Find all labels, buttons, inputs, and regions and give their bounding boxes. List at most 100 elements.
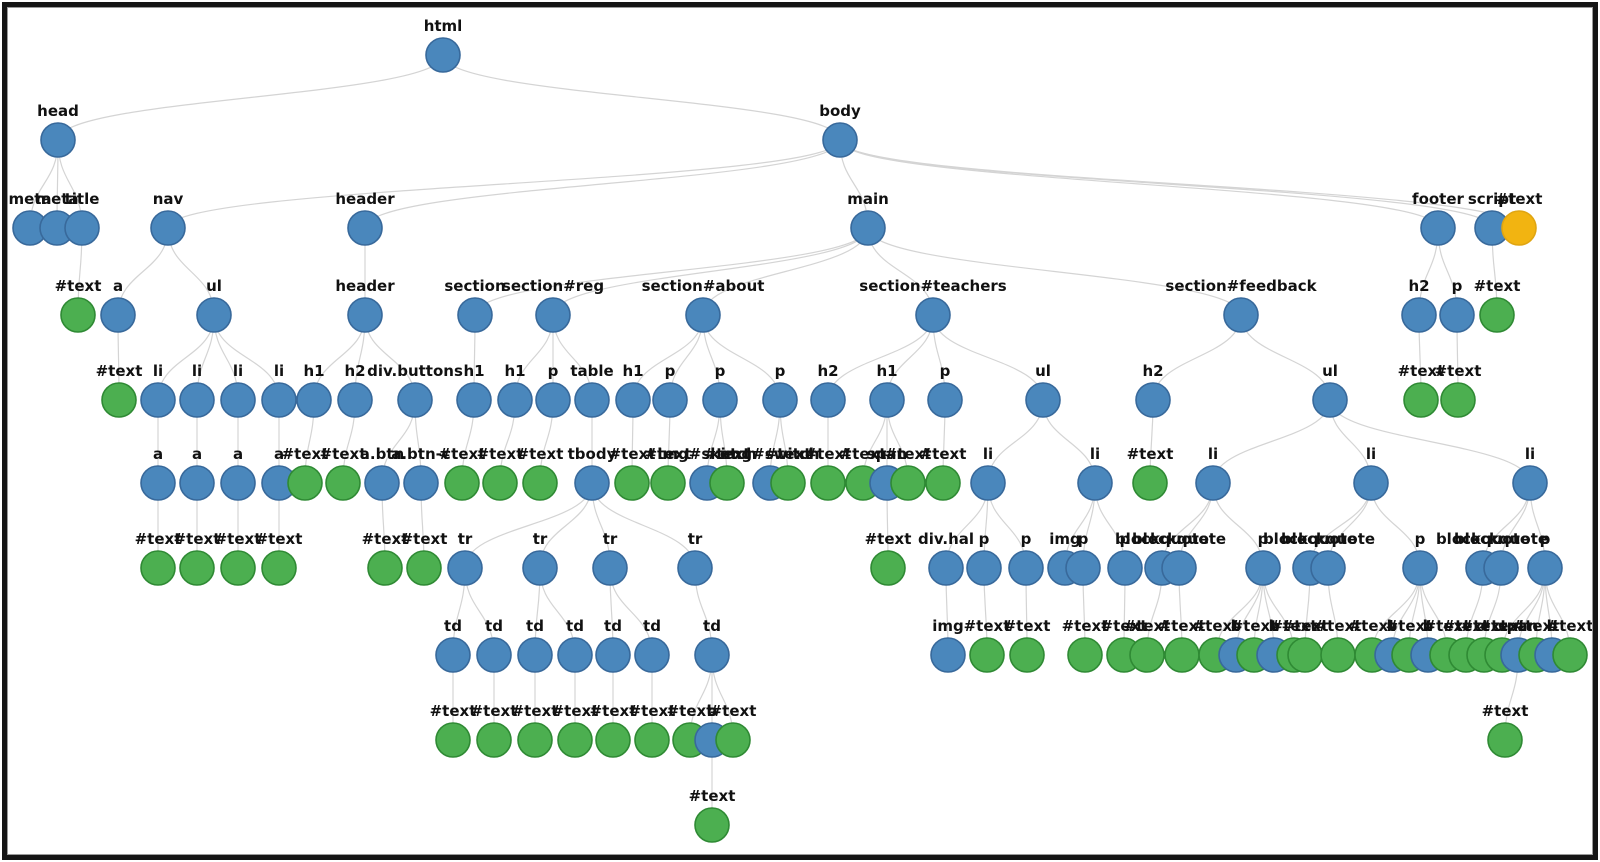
tree-node-text[interactable] <box>770 465 806 501</box>
tree-node-text[interactable] <box>1403 382 1439 418</box>
tree-node-text[interactable] <box>101 382 137 418</box>
tree-node-section-about[interactable] <box>685 297 721 333</box>
tree-node-text[interactable] <box>694 807 730 843</box>
tree-node-text[interactable] <box>1479 297 1515 333</box>
tree-node-text[interactable] <box>1129 637 1165 673</box>
tree-node-section-reg[interactable] <box>535 297 571 333</box>
tree-node-div-hal[interactable] <box>928 550 964 586</box>
tree-node-head[interactable] <box>40 122 76 158</box>
tree-node-h2[interactable] <box>1401 297 1437 333</box>
tree-node-div-buttons[interactable] <box>397 382 433 418</box>
tree-node-header[interactable] <box>347 210 383 246</box>
tree-node-ul[interactable] <box>1025 382 1061 418</box>
tree-node-header[interactable] <box>347 297 383 333</box>
tree-node-text[interactable] <box>650 465 686 501</box>
tree-node-li[interactable] <box>1512 465 1548 501</box>
tree-node-text[interactable] <box>595 722 631 758</box>
tree-node-text[interactable] <box>60 297 96 333</box>
tree-node-text[interactable] <box>140 550 176 586</box>
tree-node-text[interactable] <box>325 465 361 501</box>
tree-node-text[interactable] <box>482 465 518 501</box>
tree-node-td[interactable] <box>517 637 553 673</box>
tree-node-a[interactable] <box>220 465 256 501</box>
tree-node-text[interactable] <box>1501 210 1537 246</box>
tree-node-text[interactable] <box>517 722 553 758</box>
tree-node-td[interactable] <box>634 637 670 673</box>
tree-node-h2[interactable] <box>1135 382 1171 418</box>
tree-node-section-teachers[interactable] <box>915 297 951 333</box>
tree-node-blockquote[interactable] <box>1483 550 1519 586</box>
tree-node-p[interactable] <box>1107 550 1143 586</box>
tree-node-text[interactable] <box>1009 637 1045 673</box>
tree-node-text[interactable] <box>444 465 480 501</box>
tree-node-main[interactable] <box>850 210 886 246</box>
tree-node-p[interactable] <box>1245 550 1281 586</box>
tree-node-a[interactable] <box>140 465 176 501</box>
tree-node-li[interactable] <box>1077 465 1113 501</box>
tree-node-text[interactable] <box>634 722 670 758</box>
tree-node-td[interactable] <box>694 637 730 673</box>
tree-node-footer[interactable] <box>1420 210 1456 246</box>
tree-node-tbody[interactable] <box>574 465 610 501</box>
tree-node-li[interactable] <box>970 465 1006 501</box>
tree-node-h1[interactable] <box>296 382 332 418</box>
tree-node-h1[interactable] <box>869 382 905 418</box>
tree-node-text[interactable] <box>179 550 215 586</box>
tree-node-nav[interactable] <box>150 210 186 246</box>
tree-node-text[interactable] <box>715 722 751 758</box>
tree-node-li[interactable] <box>220 382 256 418</box>
tree-node-text[interactable] <box>925 465 961 501</box>
tree-node-p[interactable] <box>702 382 738 418</box>
tree-node-img[interactable] <box>930 637 966 673</box>
tree-node-td[interactable] <box>476 637 512 673</box>
tree-node-p[interactable] <box>1439 297 1475 333</box>
tree-node-li[interactable] <box>1353 465 1389 501</box>
tree-node-text[interactable] <box>810 465 846 501</box>
tree-node-tr[interactable] <box>447 550 483 586</box>
tree-node-tr[interactable] <box>522 550 558 586</box>
tree-node-text[interactable] <box>367 550 403 586</box>
tree-node-p[interactable] <box>762 382 798 418</box>
tree-node-text[interactable] <box>557 722 593 758</box>
tree-node-p[interactable] <box>1402 550 1438 586</box>
tree-node-text[interactable] <box>709 465 745 501</box>
tree-node-text[interactable] <box>220 550 256 586</box>
tree-node-li[interactable] <box>140 382 176 418</box>
tree-node-ul[interactable] <box>1312 382 1348 418</box>
tree-node-html[interactable] <box>425 37 461 73</box>
tree-node-p[interactable] <box>927 382 963 418</box>
tree-node-li[interactable] <box>179 382 215 418</box>
tree-node-text[interactable] <box>406 550 442 586</box>
tree-node-p[interactable] <box>1527 550 1563 586</box>
tree-node-body[interactable] <box>822 122 858 158</box>
tree-node-a[interactable] <box>179 465 215 501</box>
tree-node-text[interactable] <box>890 465 926 501</box>
tree-node-tr[interactable] <box>677 550 713 586</box>
tree-node-blockquote[interactable] <box>1310 550 1346 586</box>
tree-node-p[interactable] <box>535 382 571 418</box>
tree-node-text[interactable] <box>969 637 1005 673</box>
tree-node-h1[interactable] <box>456 382 492 418</box>
tree-node-p[interactable] <box>1008 550 1044 586</box>
tree-node-section-feedback[interactable] <box>1223 297 1259 333</box>
tree-node-title[interactable] <box>64 210 100 246</box>
tree-node-section[interactable] <box>457 297 493 333</box>
tree-node-h2[interactable] <box>810 382 846 418</box>
tree-node-text[interactable] <box>870 550 906 586</box>
tree-node-p[interactable] <box>966 550 1002 586</box>
tree-node-text[interactable] <box>614 465 650 501</box>
tree-node-text[interactable] <box>287 465 323 501</box>
tree-node-text[interactable] <box>1487 722 1523 758</box>
tree-node-a[interactable] <box>100 297 136 333</box>
tree-node-h1[interactable] <box>497 382 533 418</box>
tree-node-table[interactable] <box>574 382 610 418</box>
tree-node-text[interactable] <box>476 722 512 758</box>
tree-node-tr[interactable] <box>592 550 628 586</box>
tree-node-p[interactable] <box>652 382 688 418</box>
tree-node-td[interactable] <box>557 637 593 673</box>
tree-node-li[interactable] <box>1195 465 1231 501</box>
tree-node-text[interactable] <box>1132 465 1168 501</box>
tree-node-text[interactable] <box>435 722 471 758</box>
tree-node-blockquote[interactable] <box>1161 550 1197 586</box>
tree-node-h1[interactable] <box>615 382 651 418</box>
